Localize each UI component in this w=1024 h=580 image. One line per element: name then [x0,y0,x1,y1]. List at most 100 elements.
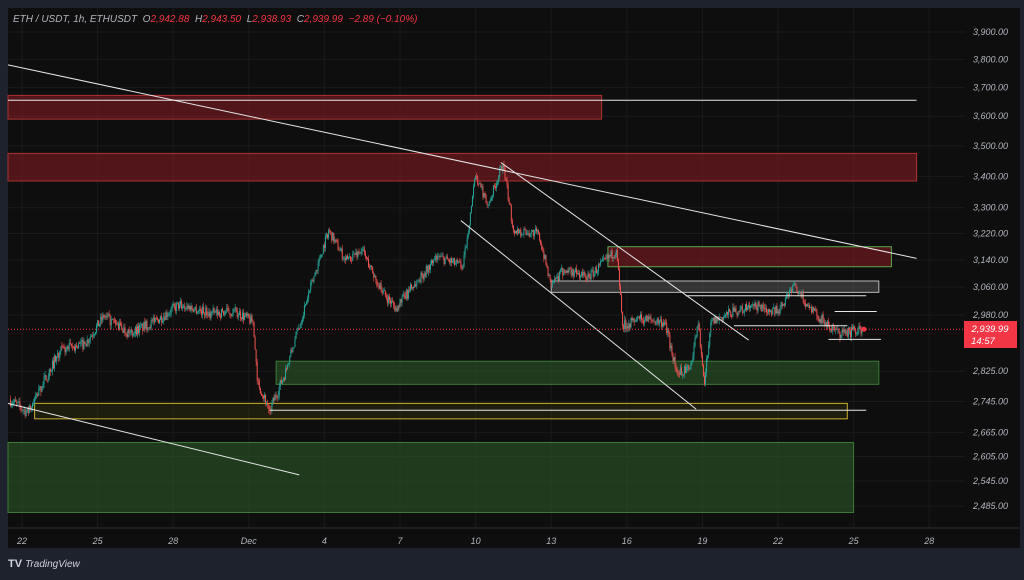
candle [341,248,343,260]
price-tick-label: 3,600.00 [973,111,1008,121]
candle [788,294,789,296]
candle [194,307,196,309]
candle [552,282,554,284]
candle [688,365,690,370]
candle [599,264,600,266]
candle [749,305,751,309]
candle [366,258,368,259]
candle [602,258,604,261]
candle [809,305,810,309]
candle [834,327,836,331]
candle [513,230,515,234]
candle [155,318,157,319]
candle [97,320,99,326]
candle [417,280,419,282]
candle [429,264,431,270]
candle [482,186,484,198]
candle [368,258,369,268]
candle [184,305,186,309]
candle [762,304,764,308]
candle [662,322,663,327]
candle [542,249,544,252]
candle [742,312,744,314]
candle [730,311,732,317]
candle [79,343,81,344]
candle [192,309,194,313]
candle [435,255,437,260]
candle [508,199,510,204]
tradingview-logo[interactable]: TV TradingView [8,558,80,570]
price-tick-label: 3,800.00 [973,54,1008,64]
candle [41,388,43,392]
candle [470,206,472,213]
candle [239,311,241,319]
candle [774,307,776,314]
candle [747,307,749,310]
candle [758,301,760,307]
candle [318,258,320,263]
candle [515,231,516,234]
candle [260,393,262,396]
candle [562,267,564,276]
candle [588,273,590,277]
candle [665,322,667,324]
candle [272,397,274,403]
high-label: H [194,14,203,25]
candle [579,272,581,278]
candle [831,328,833,332]
candle [373,273,375,278]
candle [211,311,213,314]
candle [643,320,645,324]
candle [256,361,258,381]
candle [512,225,514,231]
candle [550,279,552,288]
candle [554,278,556,280]
price-tick-label: 2,605.00 [972,452,1008,462]
candle [334,239,336,243]
candle [86,339,88,347]
candle [245,313,247,316]
candle [347,255,348,259]
candle [586,279,588,281]
candle [693,346,695,357]
candle [63,347,65,348]
candle [753,303,755,307]
candle [769,309,771,312]
candle [785,294,787,299]
candle [425,265,427,277]
candle [802,293,804,302]
candle [398,305,400,308]
candle [423,273,425,280]
candle [146,320,148,331]
time-axis[interactable]: 22 25 28 Dec 4 7 10 13 16 19 22 25 28 [16,536,934,546]
time-tick-label: 7 [397,536,403,546]
candle [453,258,455,262]
candle [466,237,468,247]
candle [276,397,278,398]
candle [310,282,312,291]
candle [254,337,256,350]
candle [477,176,479,184]
candle [565,270,567,273]
candle [589,276,591,280]
candle [689,369,691,371]
candle [741,306,743,313]
high-value: 2,943.50 [202,14,242,25]
symbol-title[interactable]: ETH / USDT, 1h, ETHUSDT [13,14,138,25]
time-tick-label: 25 [848,536,860,546]
candle [687,365,689,368]
candle [441,255,443,257]
candle [533,230,535,236]
candle [629,323,631,328]
candle [855,329,857,335]
candle [574,268,576,272]
candle [400,299,402,303]
candle [636,317,638,320]
candle [407,289,409,299]
candle [727,312,729,316]
price-axis[interactable]: 3,900.00 3,800.00 3,700.00 3,600.00 3,500.00… [972,27,1008,511]
candle [623,325,625,330]
candle [751,304,753,306]
candle [445,256,447,259]
